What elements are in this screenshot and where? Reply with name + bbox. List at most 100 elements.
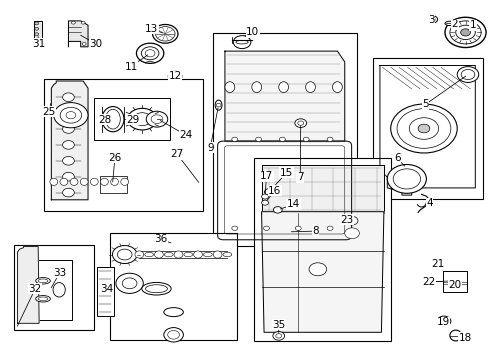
- Text: 35: 35: [271, 320, 285, 330]
- Text: 14: 14: [286, 199, 300, 210]
- Bar: [44, 79, 203, 211]
- Ellipse shape: [110, 178, 118, 185]
- Circle shape: [344, 228, 359, 239]
- Circle shape: [127, 108, 157, 130]
- Circle shape: [62, 172, 74, 181]
- Text: 20: 20: [447, 280, 460, 290]
- Circle shape: [460, 69, 474, 80]
- Ellipse shape: [36, 296, 50, 302]
- Text: 22: 22: [422, 276, 435, 287]
- Ellipse shape: [60, 178, 68, 185]
- Circle shape: [297, 121, 303, 125]
- Ellipse shape: [163, 307, 183, 317]
- Circle shape: [263, 226, 269, 230]
- Circle shape: [81, 21, 85, 24]
- Circle shape: [231, 226, 237, 230]
- Ellipse shape: [203, 252, 212, 257]
- Ellipse shape: [36, 278, 50, 284]
- Circle shape: [151, 115, 163, 123]
- Circle shape: [35, 22, 39, 25]
- Ellipse shape: [251, 82, 261, 93]
- Circle shape: [133, 113, 151, 126]
- Ellipse shape: [183, 252, 192, 257]
- Circle shape: [308, 263, 326, 276]
- Ellipse shape: [70, 178, 78, 185]
- Circle shape: [303, 137, 308, 141]
- Ellipse shape: [213, 251, 222, 258]
- Circle shape: [60, 107, 81, 123]
- Circle shape: [460, 29, 469, 36]
- Circle shape: [168, 71, 182, 81]
- Ellipse shape: [90, 178, 98, 185]
- Ellipse shape: [53, 283, 65, 297]
- Ellipse shape: [38, 297, 48, 301]
- Text: 34: 34: [100, 284, 113, 294]
- Bar: [14, 245, 94, 330]
- Ellipse shape: [145, 285, 167, 293]
- Text: 5: 5: [421, 99, 428, 109]
- Ellipse shape: [38, 279, 48, 283]
- Text: 29: 29: [126, 114, 140, 125]
- Text: 6: 6: [393, 153, 400, 163]
- Circle shape: [261, 194, 268, 199]
- Circle shape: [141, 47, 159, 60]
- Circle shape: [255, 137, 261, 141]
- Circle shape: [62, 125, 74, 133]
- Ellipse shape: [121, 178, 128, 185]
- Circle shape: [279, 137, 285, 141]
- Circle shape: [163, 328, 183, 342]
- Circle shape: [434, 261, 440, 266]
- Circle shape: [71, 21, 75, 24]
- Ellipse shape: [224, 82, 234, 93]
- Text: 15: 15: [279, 168, 293, 178]
- Circle shape: [326, 226, 332, 230]
- Circle shape: [449, 21, 480, 44]
- Circle shape: [386, 165, 426, 193]
- Text: 12: 12: [168, 71, 182, 81]
- Circle shape: [427, 16, 437, 23]
- Text: 31: 31: [32, 39, 46, 49]
- Circle shape: [155, 27, 175, 41]
- Text: 17: 17: [259, 171, 273, 181]
- Circle shape: [295, 226, 301, 230]
- Circle shape: [54, 103, 88, 128]
- Circle shape: [62, 141, 74, 149]
- Text: 4: 4: [425, 198, 432, 208]
- Circle shape: [272, 332, 284, 340]
- Circle shape: [390, 104, 456, 153]
- Circle shape: [117, 249, 132, 260]
- Text: 32: 32: [28, 284, 42, 294]
- Text: 1: 1: [468, 20, 475, 30]
- Circle shape: [171, 74, 178, 79]
- Ellipse shape: [102, 107, 124, 132]
- Circle shape: [275, 334, 281, 338]
- Circle shape: [62, 157, 74, 165]
- Text: 13: 13: [144, 24, 158, 34]
- Text: 2: 2: [450, 19, 457, 30]
- Bar: [97, 267, 114, 316]
- Circle shape: [436, 316, 450, 326]
- Ellipse shape: [278, 82, 288, 93]
- Polygon shape: [261, 212, 383, 332]
- Circle shape: [152, 24, 178, 43]
- Text: 19: 19: [435, 317, 449, 327]
- Circle shape: [261, 200, 268, 205]
- Text: 36: 36: [153, 234, 167, 244]
- Circle shape: [231, 137, 237, 141]
- Text: 26: 26: [108, 153, 122, 163]
- Circle shape: [62, 188, 74, 197]
- Ellipse shape: [144, 252, 153, 257]
- Circle shape: [112, 246, 137, 264]
- Circle shape: [429, 18, 434, 21]
- Circle shape: [82, 42, 86, 45]
- Circle shape: [136, 43, 163, 63]
- Polygon shape: [261, 165, 383, 213]
- Polygon shape: [224, 51, 344, 141]
- Circle shape: [66, 112, 76, 119]
- Text: 23: 23: [340, 215, 353, 225]
- Text: 7: 7: [296, 172, 303, 182]
- Ellipse shape: [50, 178, 58, 185]
- Circle shape: [455, 25, 474, 40]
- Text: 9: 9: [206, 143, 213, 153]
- Bar: [27, 260, 72, 320]
